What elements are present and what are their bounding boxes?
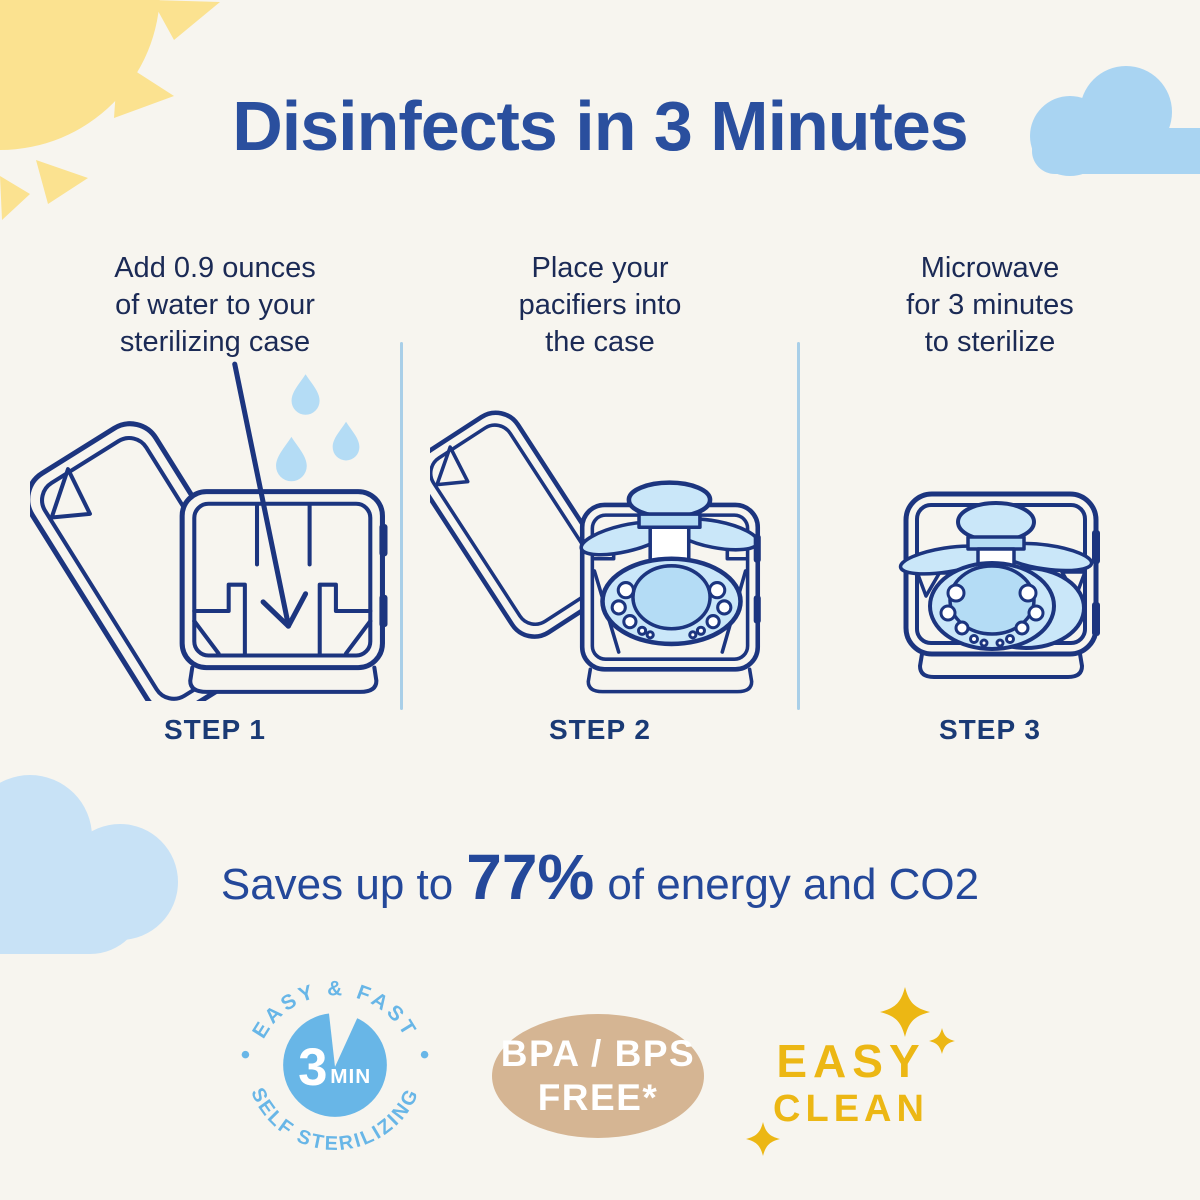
caption-line: Add 0.9 ounces [114, 252, 316, 284]
timer-pie-notch [328, 1008, 360, 1067]
cloud-icon [1030, 66, 1200, 176]
bpa-badge-line: FREE* [537, 1077, 659, 1118]
step-2-label: STEP 2 [549, 714, 651, 745]
bpa-free-badge: BPA / BPS FREE* [492, 1014, 704, 1138]
easy-clean-line: EASY [776, 1035, 926, 1087]
arrow-down-icon [232, 361, 309, 629]
caption-line: Microwave [920, 252, 1060, 284]
self-sterilizing-badge: EASY & FAST SELF STERILIZING 3 MIN [241, 977, 429, 1155]
sun-icon [0, 0, 220, 220]
step-3-caption: Microwave for 3 minutes to sterilize [830, 250, 1150, 361]
sparkle-icon [929, 1028, 955, 1054]
caption-line: of water to your [115, 289, 315, 321]
case-lid [430, 410, 615, 639]
sterilizer-case-top-icon [898, 491, 1100, 679]
caption-line: Place your [531, 252, 669, 284]
caption-line: for 3 minutes [906, 289, 1074, 321]
step-3-label: STEP 3 [939, 714, 1041, 745]
column-divider [797, 342, 800, 710]
sparkle-icon [746, 1122, 780, 1156]
pacifier-icon [898, 501, 1094, 651]
savings-suffix: of energy and CO2 [607, 860, 980, 909]
pacifier-icon [579, 480, 760, 647]
savings-statement: Saves up to 77% of energy and CO2 [0, 840, 1200, 914]
easy-clean-line: CLEAN [773, 1088, 929, 1130]
water-drops-icon [276, 374, 360, 482]
sterilizer-case-open-icon [30, 361, 388, 701]
column-divider [400, 342, 403, 710]
case-base [179, 489, 388, 694]
sterilizer-case-pacifier-icon [430, 410, 761, 694]
badge-dot [241, 1050, 250, 1059]
timer-value: 3 [298, 1038, 327, 1097]
savings-highlight: 77% [466, 841, 595, 913]
caption-line: sterilizing case [119, 326, 311, 358]
page-title: Disinfects in 3 Minutes [232, 87, 968, 165]
step-2-caption: Place your pacifiers into the case [440, 250, 760, 361]
savings-prefix: Saves up to [220, 860, 454, 909]
bpa-badge-line: BPA / BPS [500, 1033, 696, 1074]
step-1-label: STEP 1 [164, 714, 266, 745]
sparkle-icon [880, 987, 930, 1037]
cloud-icon [0, 775, 178, 954]
timer-unit: MIN [330, 1065, 371, 1088]
caption-line: to sterilize [924, 326, 1056, 358]
easy-clean-badge: EASY CLEAN [751, 1036, 951, 1132]
badge-dot [420, 1050, 429, 1059]
step-1-caption: Add 0.9 ounces of water to your steriliz… [55, 250, 375, 361]
caption-line: pacifiers into [518, 289, 682, 321]
caption-line: the case [545, 326, 655, 358]
